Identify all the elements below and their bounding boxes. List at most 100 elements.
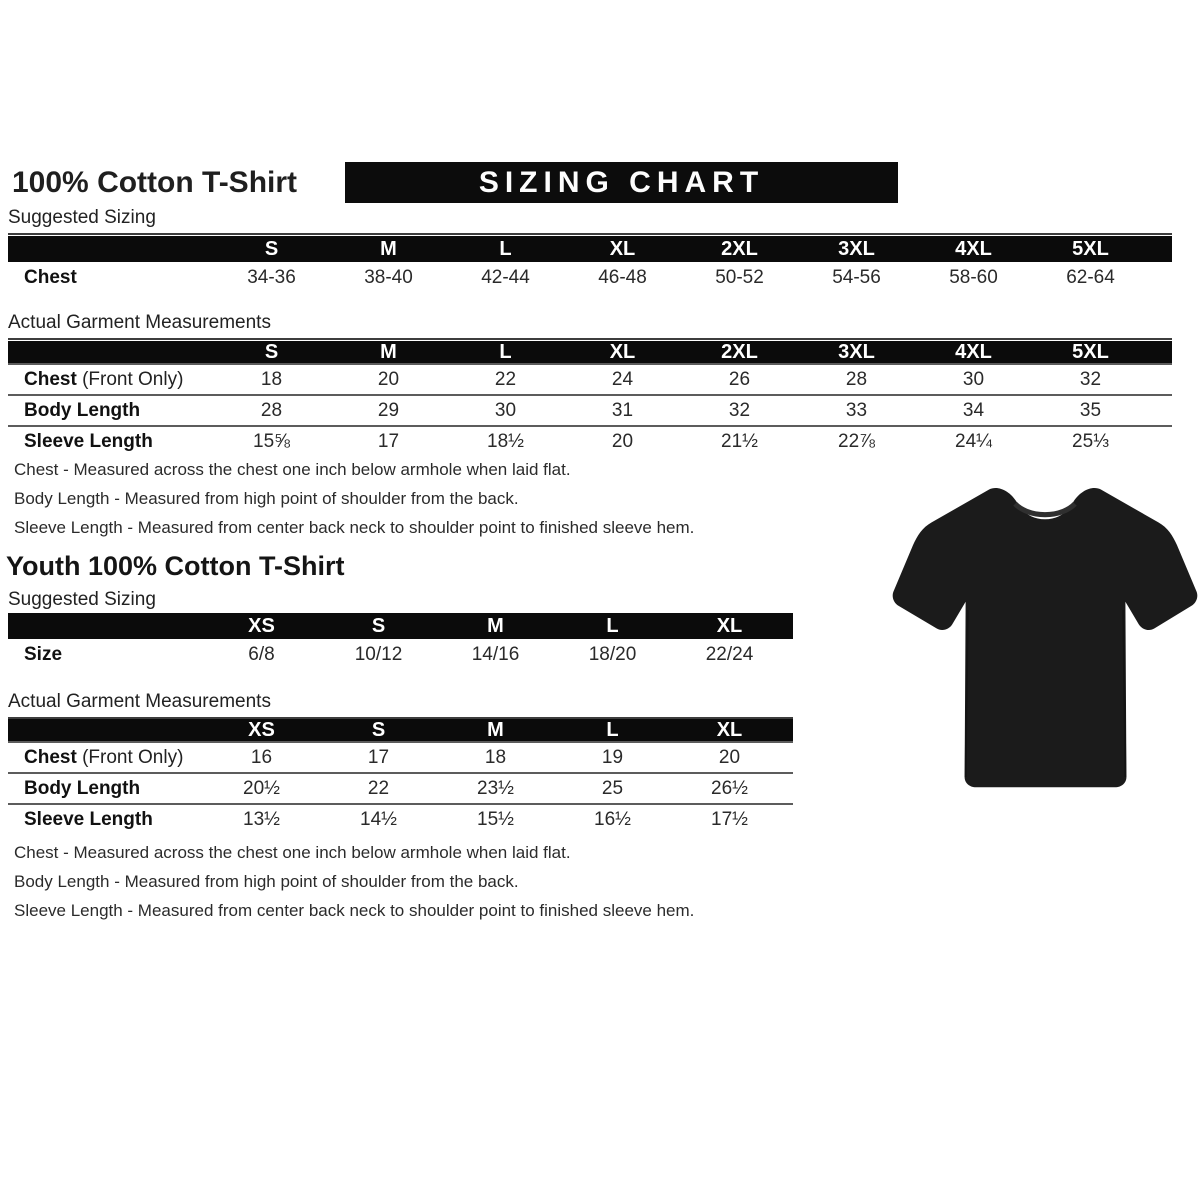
youth-suggested-sizing-table: XS S M L XL Size 6/8 10/12 14/16 18/20 22/24 xyxy=(8,613,793,670)
size-column-header: XS xyxy=(248,614,275,637)
measurement-note-line: Body Length - Measured from high point o… xyxy=(14,489,519,508)
row-label-text: Body Length xyxy=(24,399,141,421)
youth-actual-measurements-table: XS S M L XL Chest (Front Only) 16 17 18 19 20 Body … xyxy=(8,719,793,834)
size-column-header: S xyxy=(264,341,279,363)
measurement-value-cell: 26 xyxy=(728,368,751,390)
row-label: Chest (Front Only) xyxy=(8,369,213,391)
measurement-value-cell: 34-36 xyxy=(247,266,296,288)
measurement-note-line: Body Length - Measured from high point o… xyxy=(14,872,519,891)
table-row: Sleeve Length 15⅝ 17 18½ 20 21½ 22⅞ 24¼ 25⅓ xyxy=(8,425,1172,456)
measurement-value-cell: 32 xyxy=(728,399,751,421)
table-row: Chest 34-36 38-40 42-44 46-48 50-52 54-56 58-60… xyxy=(8,262,1172,293)
adult-actual-measurements-label: Actual Garment Measurements xyxy=(8,312,1172,340)
size-column-header: 4XL xyxy=(955,341,992,363)
row-label: Size xyxy=(8,644,203,666)
measurement-note-line: Sleeve Length - Measured from center bac… xyxy=(14,518,695,537)
measurement-value-cell: 18 xyxy=(260,368,283,390)
measurement-value-cell: 23½ xyxy=(477,777,514,799)
measurement-value-cell: 20 xyxy=(718,746,741,768)
black-tshirt-icon xyxy=(892,488,1198,788)
measurement-value-cell: 28 xyxy=(845,368,868,390)
size-column-header: L xyxy=(499,237,512,260)
measurement-value-cell: 30 xyxy=(494,399,517,421)
adult-actual-measurements-table: S M L XL 2XL 3XL 4XL 5XL Chest (Front Only) 18 20 2… xyxy=(8,341,1172,456)
measurement-value-cell: 14/16 xyxy=(471,643,520,665)
measurement-value-cell: 54-56 xyxy=(832,266,881,288)
sizing-chart-banner: SIZING CHART xyxy=(345,162,898,203)
measurement-value-cell: 18/20 xyxy=(588,643,637,665)
measurement-value-cell: 21½ xyxy=(721,430,758,452)
measurement-value-cell: 22/24 xyxy=(705,643,754,665)
row-label-suffix: (Front Only) xyxy=(76,368,184,390)
measurement-value-cell: 50-52 xyxy=(715,266,764,288)
table-header-row: XS S M L XL xyxy=(8,719,793,741)
measurement-value-cell: 24¼ xyxy=(955,430,992,452)
youth-actual-measurements-label: Actual Garment Measurements xyxy=(8,691,793,719)
row-label-text: Chest xyxy=(24,368,77,390)
table-row: Body Length 28 29 30 31 32 33 34 35 xyxy=(8,394,1172,425)
table-row: Chest (Front Only) 16 17 18 19 20 xyxy=(8,741,793,772)
adult-suggested-sizing-table: S M L XL 2XL 3XL 4XL 5XL Chest 34-36 38-40 42-44 46-… xyxy=(8,236,1172,293)
measurement-value-cell: 17½ xyxy=(711,808,748,830)
measurement-value-cell: 26½ xyxy=(711,777,748,799)
measurement-value-cell: 20 xyxy=(611,430,634,452)
measurement-value-cell: 10/12 xyxy=(354,643,403,665)
size-column-header: M xyxy=(380,341,397,363)
size-column-header: S xyxy=(264,237,279,260)
measurement-value-cell: 38-40 xyxy=(364,266,413,288)
measurement-value-cell: 17 xyxy=(367,746,390,768)
table-row: Body Length 20½ 22 23½ 25 26½ xyxy=(8,772,793,803)
size-column-header: 5XL xyxy=(1072,341,1109,363)
size-column-header: XL xyxy=(609,341,636,363)
measurement-value-cell: 18 xyxy=(484,746,507,768)
row-label-text: Sleeve Length xyxy=(24,808,153,830)
measurement-note-line: Sleeve Length - Measured from center bac… xyxy=(14,901,695,920)
size-column-header: 2XL xyxy=(721,237,758,260)
size-column-header: 4XL xyxy=(955,237,992,260)
measurement-value-cell: 35 xyxy=(1079,399,1102,421)
size-column-header: 3XL xyxy=(838,341,875,363)
measurement-value-cell: 29 xyxy=(377,399,400,421)
size-column-header: XL xyxy=(716,614,743,637)
youth-measurement-notes: Chest - Measured across the chest one in… xyxy=(14,844,914,931)
table-row: Chest (Front Only) 18 20 22 24 26 28 30 32 xyxy=(8,363,1172,394)
measurement-value-cell: 15⅝ xyxy=(253,430,290,452)
measurement-value-cell: 16½ xyxy=(594,808,631,830)
row-label: Sleeve Length xyxy=(8,431,213,453)
size-column-header: L xyxy=(606,614,619,637)
measurement-value-cell: 15½ xyxy=(477,808,514,830)
table-header-row: S M L XL 2XL 3XL 4XL 5XL xyxy=(8,236,1172,262)
row-label-text: Size xyxy=(24,643,63,665)
row-label: Chest xyxy=(8,267,213,289)
row-label: Sleeve Length xyxy=(8,809,203,831)
row-label-text: Chest xyxy=(24,746,77,768)
measurement-value-cell: 14½ xyxy=(360,808,397,830)
table-header-row: S M L XL 2XL 3XL 4XL 5XL xyxy=(8,341,1172,363)
measurement-value-cell: 22 xyxy=(494,368,517,390)
size-column-header: XL xyxy=(716,719,743,741)
measurement-value-cell: 22⅞ xyxy=(838,430,875,452)
row-label: Chest (Front Only) xyxy=(8,747,203,769)
table-header-row: XS S M L XL xyxy=(8,613,793,639)
measurement-value-cell: 19 xyxy=(601,746,624,768)
row-label-suffix: (Front Only) xyxy=(76,746,184,768)
measurement-value-cell: 42-44 xyxy=(481,266,530,288)
adult-section-title: 100% Cotton T-Shirt xyxy=(12,166,298,199)
measurement-value-cell: 28 xyxy=(260,399,283,421)
size-column-header: 5XL xyxy=(1072,237,1109,260)
row-label: Body Length xyxy=(8,400,213,422)
measurement-value-cell: 25 xyxy=(601,777,624,799)
measurement-note-line: Chest - Measured across the chest one in… xyxy=(14,843,571,862)
measurement-value-cell: 18½ xyxy=(487,430,524,452)
table-row: Sleeve Length 13½ 14½ 15½ 16½ 17½ xyxy=(8,803,793,834)
measurement-value-cell: 25⅓ xyxy=(1072,430,1109,452)
size-column-header: M xyxy=(487,614,504,637)
size-column-header: L xyxy=(606,719,619,741)
measurement-value-cell: 24 xyxy=(611,368,634,390)
size-column-header: 3XL xyxy=(838,237,875,260)
size-column-header: XS xyxy=(248,719,275,741)
size-column-header: XL xyxy=(609,237,636,260)
size-column-header: M xyxy=(487,719,504,741)
measurement-value-cell: 30 xyxy=(962,368,985,390)
